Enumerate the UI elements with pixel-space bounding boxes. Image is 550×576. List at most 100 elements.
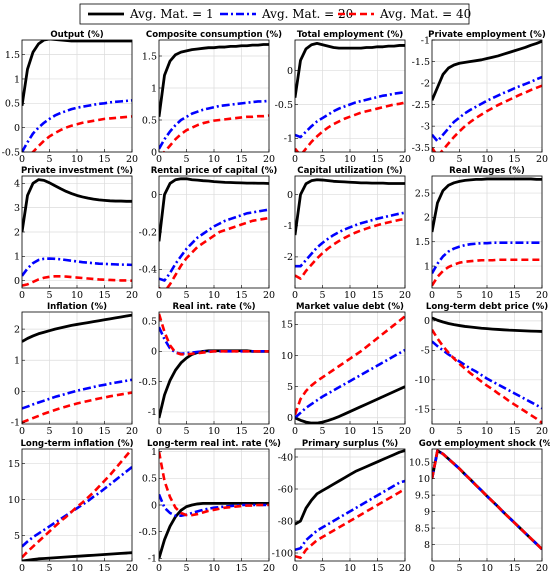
series-line	[295, 315, 405, 416]
y-tick-label: 0	[14, 276, 20, 287]
x-tick-label: 5	[46, 154, 52, 165]
y-tick-label: -0.4	[139, 265, 157, 276]
y-tick-label: -0.5	[275, 100, 293, 111]
x-tick-label: 5	[456, 154, 462, 165]
y-tick-label: 1	[151, 447, 157, 458]
x-tick-label: 15	[508, 154, 520, 165]
y-tick-label: 1.5	[142, 51, 157, 62]
series-line	[295, 385, 405, 424]
panel: 0 5 10 15 20 -15 -10 -5 0 Long-term debt price (%…	[415, 302, 549, 437]
x-tick-label: 10	[344, 426, 356, 437]
panel-title: Real Wages (%)	[449, 166, 525, 176]
series-line	[432, 84, 542, 152]
series-line	[295, 211, 405, 268]
panel-title: Rental price of capital (%)	[151, 166, 278, 176]
series-line	[22, 99, 132, 152]
x-tick-label: 0	[19, 426, 25, 437]
x-tick-label: 20	[536, 290, 548, 301]
y-tick-label: -60	[278, 484, 293, 495]
y-tick-label: -0.5	[139, 377, 157, 388]
y-tick-label: 10.5	[409, 457, 430, 468]
series-line	[295, 41, 405, 98]
series-line	[22, 449, 132, 559]
x-tick-label: 20	[536, 154, 548, 165]
series-line	[159, 216, 269, 288]
x-tick-label: 15	[235, 426, 247, 437]
series-line	[432, 316, 542, 333]
y-tick-label: 0	[151, 347, 157, 358]
y-tick-label: -15	[415, 405, 430, 416]
panel-title: Inflation (%)	[47, 302, 107, 312]
series-line	[432, 449, 542, 551]
panel: 0 5 10 15 20 8 8.5 9 9.5 10 10.5 Govt employment sh…	[409, 439, 550, 574]
y-tick-label: 0	[151, 190, 157, 201]
x-tick-label: 10	[481, 426, 493, 437]
series-line	[295, 479, 405, 552]
x-tick-label: 10	[71, 290, 83, 301]
x-tick-label: 5	[456, 563, 462, 574]
x-tick-label: 20	[126, 563, 138, 574]
y-tick-label: 0	[287, 66, 293, 77]
x-tick-label: 5	[319, 154, 325, 165]
x-tick-label: 10	[344, 563, 356, 574]
series-line	[295, 449, 405, 526]
x-tick-label: 15	[371, 563, 383, 574]
panel-title: Private investment (%)	[21, 166, 133, 176]
x-tick-label: 0	[429, 426, 435, 437]
y-tick-label: 1	[14, 74, 20, 85]
x-tick-label: 10	[208, 154, 220, 165]
panel: 0 5 10 15 20 -1 -0.5 0 0.5 Real int. rate (%)	[139, 302, 275, 437]
legend-label: Avg. Mat. = 1	[129, 7, 214, 21]
y-tick-label: 0	[14, 123, 20, 134]
y-tick-label: -1	[284, 134, 293, 145]
x-tick-label: 0	[156, 563, 162, 574]
panel-title: Long-term real int. rate (%)	[147, 439, 281, 449]
y-tick-label: 8	[424, 540, 430, 551]
x-tick-label: 0	[19, 154, 25, 165]
series-line	[159, 43, 269, 117]
x-tick-label: 20	[263, 154, 275, 165]
y-tick-label: 1	[14, 356, 20, 367]
x-tick-label: 15	[98, 290, 110, 301]
x-tick-label: 5	[319, 290, 325, 301]
y-tick-label: -1	[11, 418, 20, 429]
panel: 0 5 10 15 20 -0.4 -0.2 0 Rental price of capital…	[139, 166, 278, 301]
y-tick-label: 2	[424, 213, 430, 224]
series-line	[159, 177, 269, 242]
x-tick-label: 5	[319, 426, 325, 437]
y-tick-label: 10	[281, 351, 293, 362]
series-line	[159, 501, 269, 559]
series-line	[159, 451, 269, 517]
y-tick-label: -40	[278, 452, 293, 463]
series-line	[432, 40, 542, 101]
y-tick-label: 2.5	[415, 188, 430, 199]
panel-title: Private employment (%)	[428, 30, 546, 40]
y-tick-label: -1.5	[412, 57, 430, 68]
x-tick-label: 10	[481, 154, 493, 165]
series-line	[295, 217, 405, 280]
series-line	[295, 178, 405, 236]
y-tick-label: 0	[151, 147, 157, 158]
x-tick-label: 5	[183, 154, 189, 165]
y-tick-label: 5	[287, 382, 293, 393]
panel: 0 5 10 15 20 0 0.5 1 1.5 Composite consumption (%…	[142, 30, 282, 165]
x-tick-label: 10	[71, 154, 83, 165]
x-tick-label: 0	[429, 563, 435, 574]
x-tick-label: 0	[19, 290, 25, 301]
panel: 0 5 10 15 20 -100 -80 -60 -40 Primary surplus (%)	[272, 439, 411, 574]
x-tick-label: 0	[19, 563, 25, 574]
x-tick-label: 20	[399, 154, 411, 165]
x-tick-label: 15	[235, 290, 247, 301]
series-line	[295, 90, 405, 139]
x-tick-label: 15	[371, 290, 383, 301]
panel-title: Market value debt (%)	[296, 302, 404, 312]
y-tick-label: 15	[281, 320, 293, 331]
y-tick-label: -80	[278, 516, 293, 527]
x-tick-label: 10	[344, 154, 356, 165]
y-tick-label: 0.5	[142, 115, 157, 126]
y-tick-label: 1	[424, 261, 430, 272]
x-tick-label: 15	[98, 563, 110, 574]
y-tick-label: 0	[287, 190, 293, 201]
x-tick-label: 5	[46, 426, 52, 437]
